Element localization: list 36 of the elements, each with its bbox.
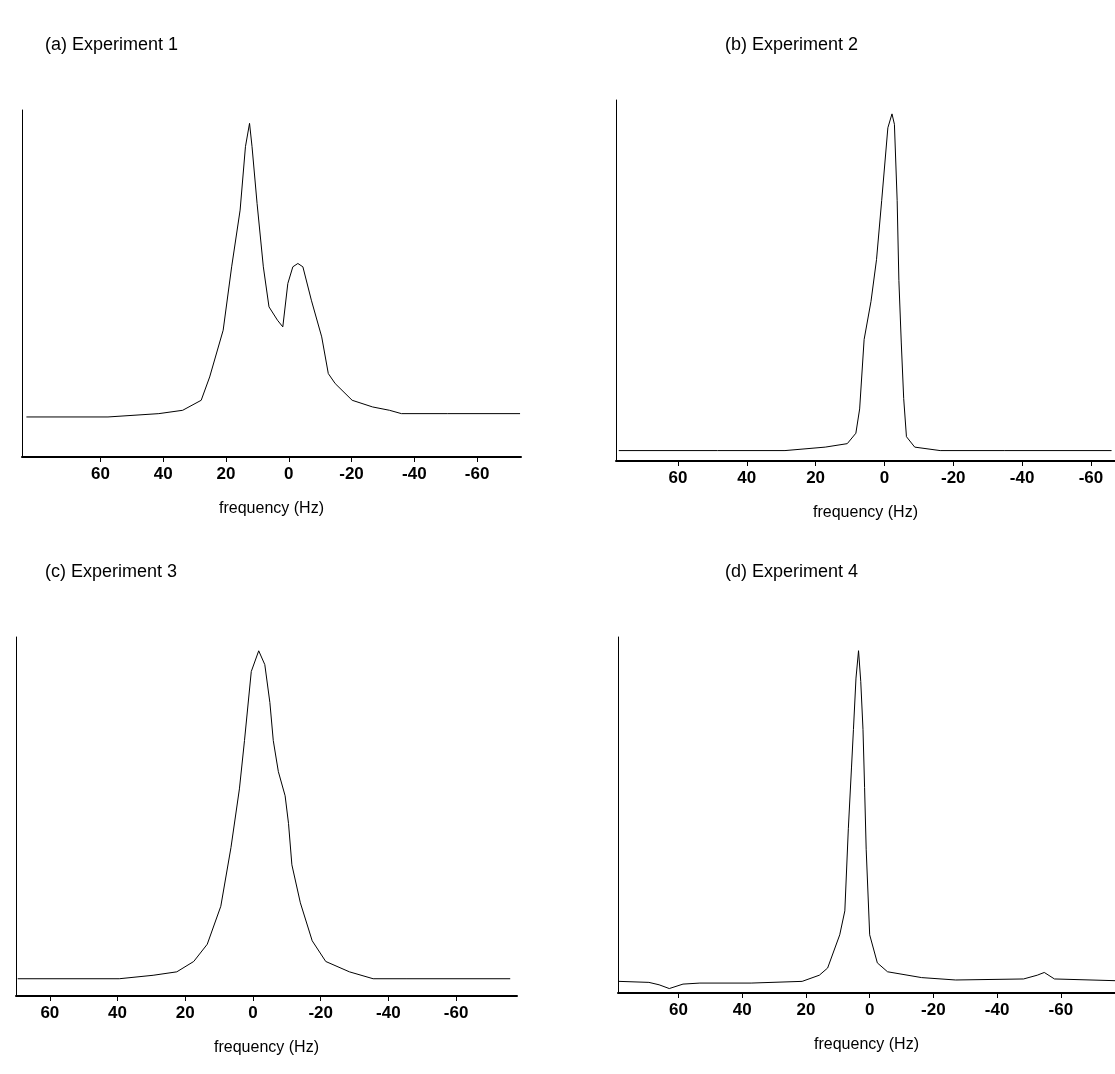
x-tick-label: 0: [879, 468, 890, 487]
x-tick-label: -20: [940, 468, 966, 487]
x-tick-label: -40: [402, 464, 427, 483]
x-tick-label: 60: [669, 1000, 688, 1019]
x-tick-label: -20: [921, 1000, 946, 1019]
x-tick-label: 40: [108, 1003, 128, 1022]
chart-title: (b) Experiment 2: [725, 34, 859, 54]
x-tick-label: 20: [806, 468, 826, 487]
x-tick-label: -60: [443, 1003, 469, 1022]
x-tick-label: -60: [1078, 468, 1104, 487]
x-tick-label: -60: [1048, 1000, 1074, 1019]
x-tick-label: -40: [1009, 468, 1035, 487]
x-tick-label: 20: [175, 1003, 195, 1022]
x-tick-label: 40: [153, 464, 173, 483]
x-tick-label: -60: [464, 464, 490, 483]
x-tick-label: 60: [91, 464, 110, 483]
chart-title: (a) Experiment 1: [45, 34, 179, 54]
x-tick-label: -20: [308, 1003, 333, 1022]
chart-title: (c) Experiment 3: [45, 561, 178, 581]
x-tick-label: -40: [984, 1000, 1010, 1019]
x-tick-label: 20: [796, 1000, 816, 1019]
x-tick-label: 60: [668, 468, 688, 487]
x-tick-label: -20: [339, 464, 364, 483]
x-axis-title: frequency (Hz): [814, 1034, 919, 1052]
x-tick-label: 40: [732, 1000, 752, 1019]
x-tick-label: 0: [284, 464, 294, 483]
x-tick-label: 20: [216, 464, 236, 483]
x-axis-title: frequency (Hz): [813, 502, 918, 520]
x-tick-label: 40: [737, 468, 757, 487]
x-axis-title: frequency (Hz): [219, 498, 324, 516]
chart-title: (d) Experiment 4: [725, 561, 859, 581]
x-tick-label: -40: [376, 1003, 401, 1022]
x-axis-title: frequency (Hz): [214, 1037, 319, 1055]
x-tick-label: 0: [864, 1000, 875, 1019]
x-tick-label: 0: [248, 1003, 258, 1022]
x-tick-label: 60: [40, 1003, 60, 1022]
